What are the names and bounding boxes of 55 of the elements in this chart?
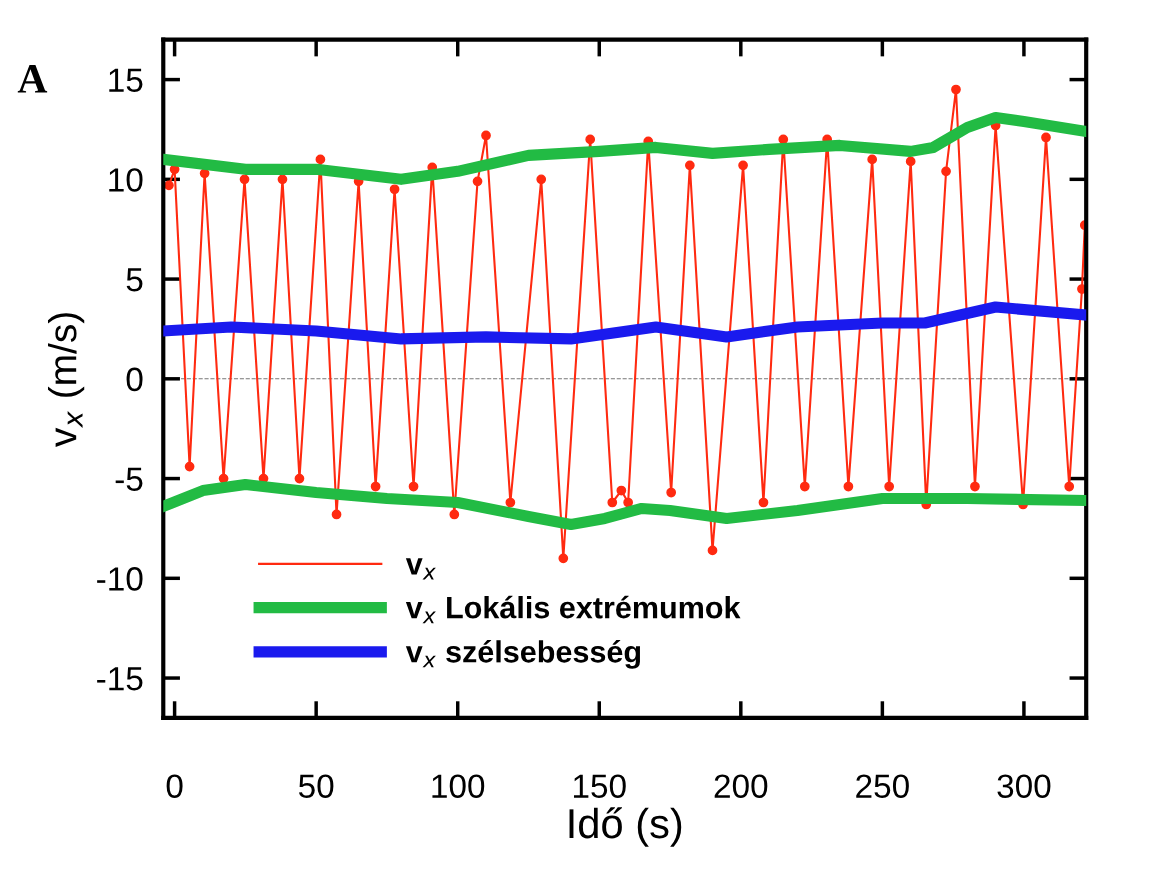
x-tick-label: 50 [298,774,334,798]
x-tick-label: 250 [856,774,909,798]
point [389,184,400,195]
x-tick-label: 150 [574,774,626,798]
y-tick-label: 15 [109,68,143,92]
point [1041,132,1051,143]
point [941,166,951,177]
y-tick-label: -15 [97,667,143,691]
point [184,461,195,472]
point [331,509,342,520]
point [951,84,961,95]
point [623,497,634,508]
x-tick-label: 100 [432,774,485,798]
point [884,481,895,492]
point [585,134,596,145]
y-tick-label: -10 [97,567,143,591]
point [164,180,174,191]
point [758,497,769,508]
y-tick-label: -5 [115,467,143,491]
text: A [17,65,48,93]
point [738,160,748,171]
point [315,154,326,165]
point [607,497,618,508]
point [684,160,695,171]
point [1064,481,1075,492]
point [616,485,627,496]
point [294,473,305,484]
point [505,497,516,508]
point [707,545,718,556]
y-axis-title: v$_{x}$ (m/s) [48,313,85,447]
x-axis-title: Idő (s) [569,807,682,847]
point [472,176,483,187]
y-tick-label: 5 [126,268,143,292]
point [449,509,460,520]
point [536,174,547,185]
x-tick-label: 300 [997,774,1051,798]
point [239,174,250,185]
legend-label: v$_{x}$ Lokális extrémumok [405,595,741,624]
point [277,174,288,185]
y-tick-label: 10 [109,168,143,192]
legend-label: v$_{x}$ szélsebesség [405,639,641,669]
point [408,481,419,492]
point [370,481,381,492]
x-tick-label: 0 [166,774,183,798]
x-tick-label: 200 [714,774,768,798]
point [799,481,810,492]
point [666,487,677,498]
point [867,154,878,165]
point [558,553,569,564]
y-tick-label: 0 [126,367,143,392]
legend-label: v$_{x}$ [405,558,436,580]
point [481,130,491,141]
point [905,156,916,167]
point [843,481,854,492]
point [970,481,980,492]
